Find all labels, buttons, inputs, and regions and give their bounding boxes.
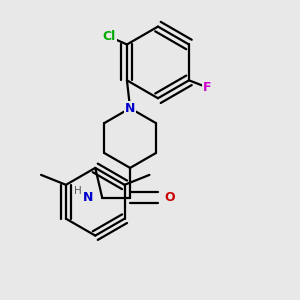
Text: Cl: Cl bbox=[102, 30, 116, 43]
Text: N: N bbox=[125, 102, 135, 115]
Text: O: O bbox=[165, 191, 175, 204]
Text: N: N bbox=[83, 191, 94, 204]
Text: F: F bbox=[203, 81, 211, 94]
Text: H: H bbox=[74, 186, 82, 196]
